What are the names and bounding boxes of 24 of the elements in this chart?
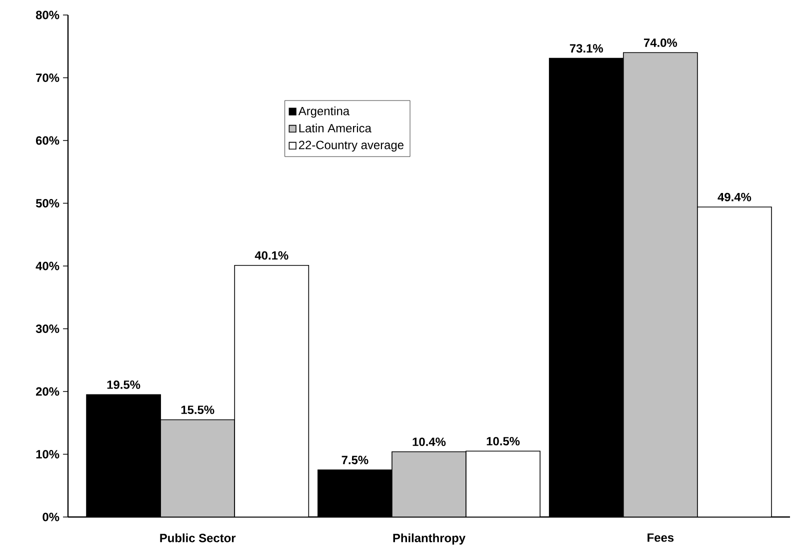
y-tick-label: 80% [36, 10, 60, 20]
data-label: 74.0% [644, 38, 678, 47]
data-label: 40.1% [254, 251, 288, 260]
y-tick-label: 60% [36, 136, 60, 145]
y-tick-label: 40% [36, 262, 60, 270]
legend-label: Argentina [298, 106, 350, 118]
x-tick-label: Public Sector [160, 533, 236, 542]
data-label: 10.5% [486, 436, 520, 446]
data-label: 10.4% [412, 438, 446, 446]
y-tick-label: 0% [42, 512, 60, 522]
legend-label: Latin America [299, 124, 372, 132]
y-tick-label: 10% [36, 450, 60, 458]
data-label: 7.5% [342, 456, 368, 464]
y-tick-label: 70% [36, 74, 60, 82]
x-tick-label: Philanthropy [393, 533, 466, 545]
legend-label: 22-Country average [298, 140, 404, 152]
data-label: 49.4% [718, 192, 752, 202]
y-tick-label: 30% [36, 324, 60, 333]
x-tick-label: Fees [648, 533, 674, 542]
data-label: 73.1% [570, 44, 603, 53]
data-label: 19.5% [107, 380, 140, 389]
y-tick-label: 20% [36, 387, 60, 396]
data-label: 15.5% [181, 406, 214, 414]
y-tick-label: 50% [36, 199, 60, 208]
